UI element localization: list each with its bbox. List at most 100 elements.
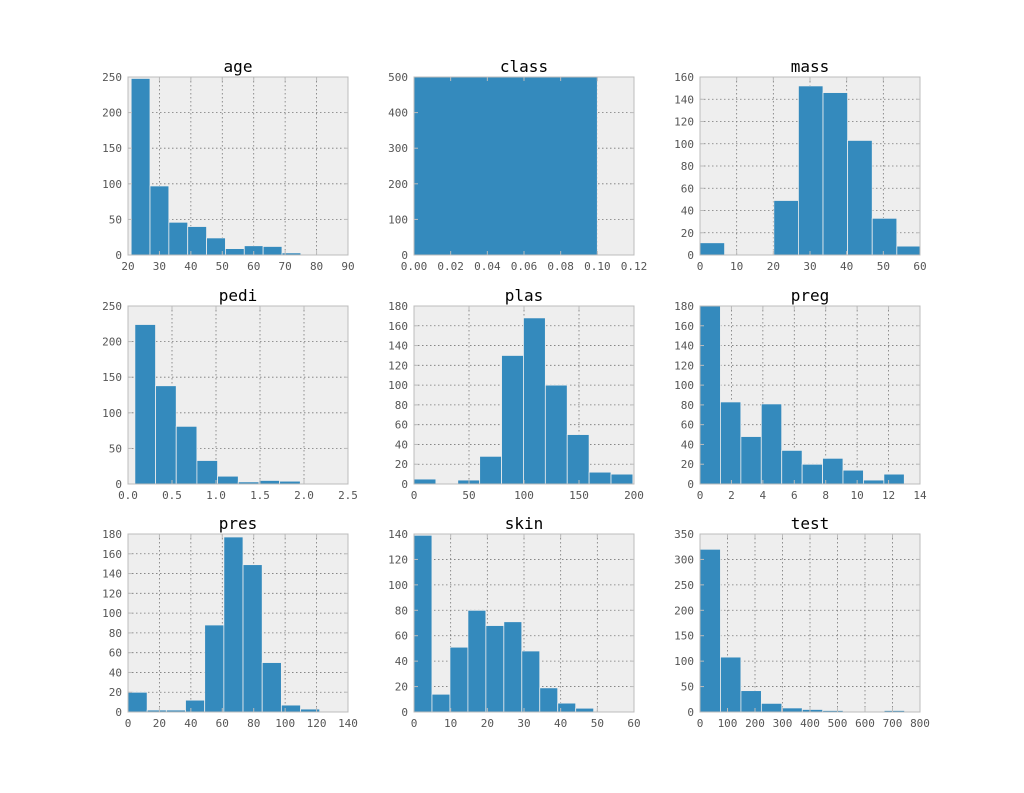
x-tick-label: 30 (517, 717, 530, 730)
x-tick-label: 300 (773, 717, 793, 730)
x-tick-label: 100 (275, 717, 295, 730)
x-tick-label: 0 (411, 489, 418, 502)
histogram-bar (185, 699, 206, 712)
y-tick-label: 0 (115, 706, 122, 719)
x-tick-label: 700 (883, 717, 903, 730)
histogram-bar (501, 355, 524, 484)
x-tick-label: 90 (341, 260, 354, 273)
y-tick-label: 100 (388, 379, 408, 392)
histogram-bar (720, 656, 742, 712)
y-tick-label: 100 (388, 579, 408, 592)
x-tick-label: 20 (481, 717, 494, 730)
histogram-bar (798, 85, 824, 255)
histogram-bar (414, 478, 437, 484)
chart-title: class (500, 57, 548, 76)
x-tick-label: 60 (216, 717, 229, 730)
bars (700, 85, 920, 255)
histogram-bar (588, 471, 612, 484)
histogram-bar (225, 248, 245, 255)
x-tick-label: 140 (338, 717, 358, 730)
x-tick-label: 40 (840, 260, 853, 273)
histogram-bar (467, 609, 487, 712)
chart-title: mass (791, 57, 830, 76)
x-tick-label: 30 (803, 260, 816, 273)
histogram-bar (896, 245, 920, 255)
x-tick-label: 600 (855, 717, 875, 730)
histogram-bar (130, 78, 151, 255)
y-tick-label: 40 (395, 655, 408, 668)
x-tick-label: 50 (591, 717, 604, 730)
y-tick-label: 0 (115, 249, 122, 262)
histogram-bar (449, 646, 469, 712)
y-tick-label: 40 (109, 666, 122, 679)
x-tick-label: 400 (800, 717, 820, 730)
x-tick-label: 0.10 (584, 260, 611, 273)
y-tick-label: 20 (395, 681, 408, 694)
x-tick-label: 80 (247, 717, 260, 730)
x-tick-label: 0 (411, 717, 418, 730)
histogram-bar (280, 704, 301, 712)
histogram-bar (883, 710, 906, 712)
x-tick-label: 70 (279, 260, 292, 273)
y-tick-label: 160 (674, 71, 694, 84)
y-tick-label: 350 (674, 528, 694, 541)
y-tick-label: 200 (388, 178, 408, 191)
y-tick-label: 400 (388, 107, 408, 120)
y-tick-label: 40 (395, 438, 408, 451)
histogram-bar (196, 460, 218, 484)
y-tick-label: 100 (674, 379, 694, 392)
x-tick-label: 200 (624, 489, 644, 502)
y-tick-label: 140 (102, 568, 122, 581)
histogram-bar (544, 384, 568, 484)
chart-title: skin (505, 514, 544, 533)
x-tick-label: 1.5 (250, 489, 270, 502)
histogram-bar (206, 237, 226, 255)
y-tick-label: 20 (395, 458, 408, 471)
subplot-plas: 0 50 100 150 200 0 20 40 60 80 100 120 140 160 180 plas (388, 286, 644, 502)
y-tick-label: 0 (401, 478, 408, 491)
y-tick-label: 140 (674, 340, 694, 353)
y-tick-label: 80 (395, 399, 408, 412)
histogram-bar (610, 473, 634, 484)
histogram-bar (414, 534, 433, 712)
y-tick-label: 60 (681, 419, 694, 432)
y-tick-label: 0 (115, 478, 122, 491)
histogram-bar (700, 306, 721, 484)
y-tick-label: 40 (681, 205, 694, 218)
y-tick-label: 150 (674, 630, 694, 643)
y-tick-label: 0 (687, 706, 694, 719)
x-tick-label: 0 (697, 717, 704, 730)
subplot-mass: 0 10 20 30 40 50 60 0 20 40 60 80 100 120 140 160 mass (674, 57, 927, 273)
histogram-bar (883, 473, 905, 484)
x-tick-label: 150 (569, 489, 589, 502)
x-tick-label: 60 (913, 260, 926, 273)
y-tick-label: 50 (681, 681, 694, 694)
x-tick-label: 0.5 (162, 489, 182, 502)
x-tick-label: 500 (828, 717, 848, 730)
histogram-bar (700, 548, 721, 712)
y-tick-label: 180 (102, 528, 122, 541)
histogram-bar (575, 707, 595, 712)
x-tick-label: 60 (627, 717, 640, 730)
y-tick-label: 120 (674, 116, 694, 129)
y-tick-label: 500 (388, 71, 408, 84)
y-tick-label: 100 (102, 607, 122, 620)
x-tick-label: 1.0 (206, 489, 226, 502)
y-tick-label: 160 (102, 548, 122, 561)
histogram-bar (847, 140, 873, 255)
x-tick-label: 60 (247, 260, 260, 273)
x-tick-label: 40 (554, 717, 567, 730)
y-tick-label: 120 (674, 359, 694, 372)
bars (414, 534, 595, 712)
histogram-bar (223, 536, 244, 712)
y-tick-label: 300 (388, 142, 408, 155)
x-tick-label: 50 (877, 260, 890, 273)
x-tick-label: 0 (125, 717, 132, 730)
x-tick-label: 50 (462, 489, 475, 502)
histogram-bar (740, 436, 762, 484)
y-tick-label: 100 (102, 178, 122, 191)
histogram-bar (822, 92, 849, 255)
histogram-bar (485, 625, 505, 712)
histogram-bar (760, 403, 783, 484)
